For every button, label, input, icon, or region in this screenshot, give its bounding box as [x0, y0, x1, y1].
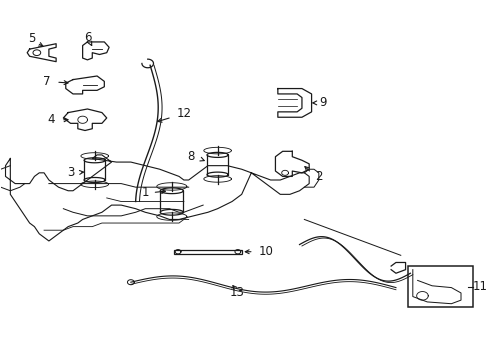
Text: 8: 8: [187, 150, 194, 163]
Text: 5: 5: [28, 32, 36, 45]
Text: 12: 12: [176, 107, 191, 120]
Text: 10: 10: [258, 245, 273, 258]
Bar: [174, 249, 241, 254]
Text: 11: 11: [472, 280, 487, 293]
Text: 6: 6: [83, 31, 91, 44]
Text: 3: 3: [67, 166, 74, 179]
Text: 13: 13: [229, 286, 244, 299]
Text: 9: 9: [318, 96, 326, 109]
Text: 2: 2: [314, 170, 322, 183]
Text: 1: 1: [141, 186, 149, 199]
Text: 4: 4: [47, 113, 55, 126]
Text: 7: 7: [42, 75, 50, 88]
Bar: [407, 266, 472, 307]
